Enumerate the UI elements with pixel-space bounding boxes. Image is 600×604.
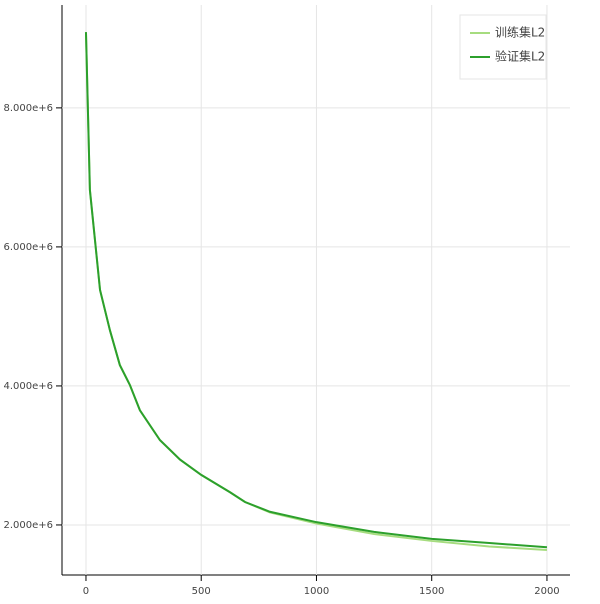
x-tick-label: 500 xyxy=(192,586,211,597)
y-tick-label: 8.000e+6 xyxy=(3,103,53,114)
y-tick-label: 4.000e+6 xyxy=(3,381,53,392)
y-tick-label: 6.000e+6 xyxy=(3,242,53,253)
legend-label: 训练集L2 xyxy=(495,25,545,40)
legend-box xyxy=(459,14,547,80)
x-tick-label: 0 xyxy=(83,586,89,597)
x-tick-label: 1500 xyxy=(419,586,444,597)
legend-label: 验证集L2 xyxy=(495,49,545,64)
y-tick-label: 2.000e+6 xyxy=(3,520,53,531)
series-line xyxy=(84,32,548,549)
x-tick-label: 2000 xyxy=(534,586,559,597)
x-tick-label: 1000 xyxy=(304,586,329,597)
